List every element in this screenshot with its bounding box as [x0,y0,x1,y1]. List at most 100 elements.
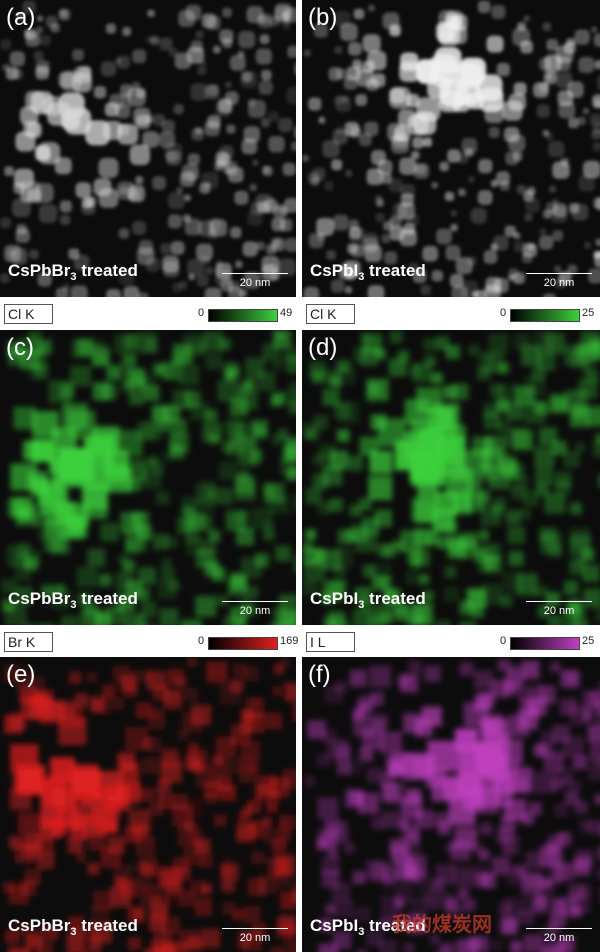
texture [504,225,517,237]
texture [8,836,22,850]
texture [353,715,375,737]
colorbar [510,637,580,650]
texture [213,45,221,54]
texture [507,526,525,544]
texture [272,686,283,697]
texture [331,159,343,171]
texture [171,351,187,367]
texture [234,190,249,205]
texture [558,935,577,952]
texture [431,60,459,88]
texture [574,442,586,453]
texture [415,809,434,829]
texture [243,271,261,289]
texture [336,68,347,79]
texture [520,40,533,54]
texture [546,73,553,80]
texture [122,559,135,573]
texture [444,565,457,579]
texture [50,757,75,782]
texture [194,341,206,353]
texture [168,437,181,450]
texture [508,93,527,111]
texture [184,218,202,236]
element-label: Br K [4,632,53,652]
texture [18,812,40,835]
texture [39,700,63,724]
texture [268,135,285,153]
texture [127,937,141,951]
texture [51,456,83,488]
texture [351,244,365,258]
texture [366,168,384,185]
texture [349,227,366,244]
texture [10,712,28,730]
texture [185,537,204,556]
texture [595,238,600,247]
texture [490,939,504,952]
texture [305,488,322,505]
texture [429,878,445,894]
texture [219,29,234,44]
texture [83,600,98,614]
texture [505,674,522,691]
texture [502,842,515,855]
texture [279,657,291,668]
texture [178,10,195,27]
texture [338,401,360,424]
texture [134,616,149,625]
texture [583,160,600,179]
texture [307,720,326,739]
texture [20,181,41,202]
texture [560,669,579,688]
watermark: 我的煤炭网 [392,914,492,936]
texture [323,817,342,837]
texture [431,372,443,385]
texture [355,94,368,106]
texture [146,36,154,44]
texture [537,605,550,618]
texture [478,530,490,541]
texture [523,661,539,678]
texture [162,255,180,273]
micrograph [0,0,296,297]
texture [423,338,437,352]
texture [226,124,236,134]
texture [542,293,556,297]
texture [355,948,368,952]
texture [555,45,574,64]
texture [505,426,527,447]
texture [248,99,266,118]
texture [500,594,513,607]
texture [435,890,454,909]
texture [513,82,527,96]
texture [384,251,398,265]
texture [477,352,497,373]
texture [229,571,243,585]
texture [149,802,164,817]
texture [159,608,179,625]
texture [568,117,579,129]
texture [118,228,130,239]
texture [592,94,600,109]
texture [206,488,217,500]
texture [100,61,117,77]
texture [72,72,92,93]
texture [281,11,290,20]
texture [508,551,524,567]
texture [167,214,182,229]
texture [449,273,464,288]
texture [470,604,484,618]
texture [550,662,561,673]
texture [338,264,354,280]
texture [183,214,191,223]
texture [100,522,119,542]
texture [215,736,236,758]
texture [383,782,406,805]
texture [261,118,270,128]
texture [402,839,421,858]
texture [191,128,204,141]
texture [235,260,243,268]
texture [60,615,79,625]
texture [294,126,296,139]
